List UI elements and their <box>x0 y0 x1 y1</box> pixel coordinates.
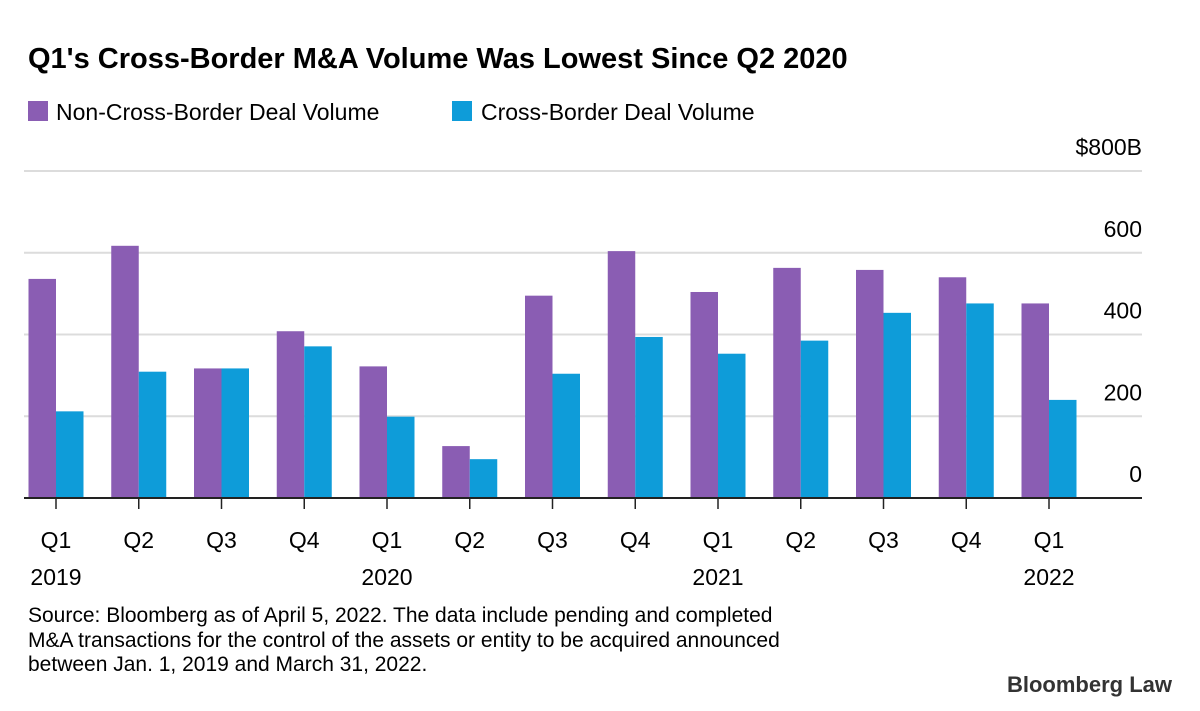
bar-non-cross-border <box>856 269 884 498</box>
y-tick-label: 600 <box>1104 216 1142 242</box>
bar-non-cross-border <box>28 278 56 498</box>
bar-non-cross-border <box>276 331 305 498</box>
y-tick-label: 400 <box>1104 298 1142 324</box>
legend-swatch-non-cross-border <box>28 101 48 121</box>
bar-cross-border <box>635 336 663 498</box>
x-tick-label: Q3 <box>206 527 237 553</box>
x-year-label: 2021 <box>692 564 743 590</box>
bar-cross-border <box>469 459 498 498</box>
bars <box>28 245 1077 498</box>
x-tick-label: Q4 <box>951 527 982 553</box>
x-tick-label: Q1 <box>703 527 734 553</box>
bar-cross-border <box>304 346 332 498</box>
y-axis: 0 200 400 600 $800B <box>1075 134 1142 487</box>
bar-non-cross-border <box>194 368 222 498</box>
x-tick-label: Q3 <box>868 527 899 553</box>
bar-non-cross-border <box>690 291 718 498</box>
x-tick-label: Q2 <box>123 527 154 553</box>
x-year-label: 2020 <box>361 564 412 590</box>
x-tick-label: Q1 <box>1034 527 1065 553</box>
x-axis: Q1 2019 Q2 Q3 Q4 Q1 2020 Q2 Q3 Q4 Q1 2021 Q2 Q3 Q4 Q1 20… <box>24 497 1142 590</box>
source-note: Source: Bloomberg as of April 5, 2022. T… <box>28 604 780 676</box>
bar-non-cross-border <box>442 446 470 498</box>
bar-cross-border <box>56 411 84 498</box>
source-line-1: Source: Bloomberg as of April 5, 2022. T… <box>28 604 772 627</box>
x-tick-label: Q1 <box>41 527 72 553</box>
bar-cross-border <box>1049 399 1077 498</box>
bar-non-cross-border <box>938 277 967 498</box>
y-tick-label: $800B <box>1075 134 1142 160</box>
bar-cross-border <box>800 340 829 498</box>
bar-cross-border <box>883 312 911 498</box>
bar-non-cross-border <box>525 295 553 498</box>
legend-swatch-cross-border <box>452 101 472 121</box>
source-line-2: M&A transactions for the control of the … <box>28 629 780 652</box>
chart-title: Q1's Cross-Border M&A Volume Was Lowest … <box>28 43 848 75</box>
y-tick-label: 200 <box>1104 379 1142 405</box>
x-tick-label: Q1 <box>372 527 403 553</box>
bar-non-cross-border <box>1021 303 1049 498</box>
bar-cross-border <box>221 368 249 498</box>
bar-non-cross-border <box>111 245 139 498</box>
bar-non-cross-border <box>773 267 801 498</box>
x-year-label: 2022 <box>1023 564 1074 590</box>
legend-label-non-cross-border: Non-Cross-Border Deal Volume <box>56 99 379 125</box>
bloomberg-law-logo: Bloomberg Law <box>1007 672 1173 697</box>
legend-label-cross-border: Cross-Border Deal Volume <box>481 99 755 125</box>
x-tick-label: Q4 <box>620 527 651 553</box>
x-tick-label: Q2 <box>454 527 485 553</box>
bar-cross-border <box>966 303 994 498</box>
x-tick-label: Q2 <box>785 527 816 553</box>
bar-cross-border <box>138 371 167 498</box>
x-year-label: 2019 <box>30 564 81 590</box>
source-line-3: between Jan. 1, 2019 and March 31, 2022. <box>28 653 427 676</box>
bar-cross-border <box>552 373 580 498</box>
bar-cross-border <box>718 353 746 498</box>
x-tick-label: Q3 <box>537 527 568 553</box>
y-tick-label: 0 <box>1129 461 1142 487</box>
x-tick-label: Q4 <box>289 527 320 553</box>
bar-non-cross-border <box>359 366 387 498</box>
bar-non-cross-border <box>607 251 636 498</box>
legend: Non-Cross-Border Deal Volume Cross-Borde… <box>28 99 755 125</box>
bar-cross-border <box>387 416 415 498</box>
